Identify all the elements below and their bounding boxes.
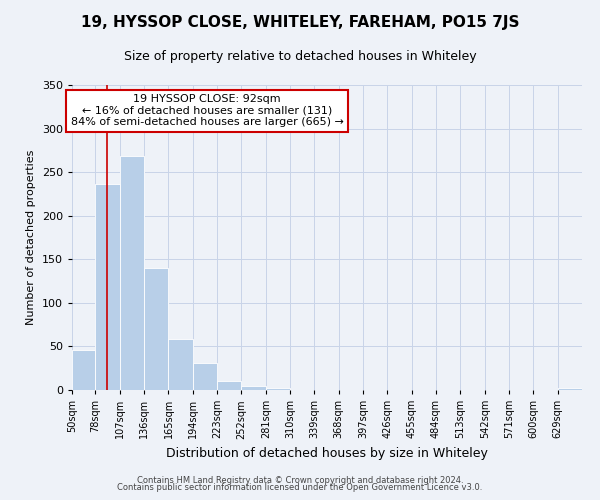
Bar (217, 382, 241, 390)
Text: 19 HYSSOP CLOSE: 92sqm
← 16% of detached houses are smaller (131)
84% of semi-de: 19 HYSSOP CLOSE: 92sqm ← 16% of detached… (71, 94, 344, 128)
Bar (557, 388, 582, 390)
Bar (169, 338, 193, 390)
Bar (72, 350, 95, 390)
Text: Contains public sector information licensed under the Open Government Licence v3: Contains public sector information licen… (118, 484, 482, 492)
Bar (193, 363, 217, 390)
Bar (120, 156, 144, 390)
Bar (266, 388, 290, 390)
Text: Size of property relative to detached houses in Whiteley: Size of property relative to detached ho… (124, 50, 476, 63)
Text: Contains HM Land Registry data © Crown copyright and database right 2024.: Contains HM Land Registry data © Crown c… (137, 476, 463, 485)
Bar (241, 386, 266, 390)
X-axis label: Distribution of detached houses by size in Whiteley: Distribution of detached houses by size … (166, 447, 488, 460)
Text: 19, HYSSOP CLOSE, WHITELEY, FAREHAM, PO15 7JS: 19, HYSSOP CLOSE, WHITELEY, FAREHAM, PO1… (81, 15, 519, 30)
Y-axis label: Number of detached properties: Number of detached properties (26, 150, 36, 325)
Bar (95, 184, 120, 390)
Bar (144, 268, 169, 390)
